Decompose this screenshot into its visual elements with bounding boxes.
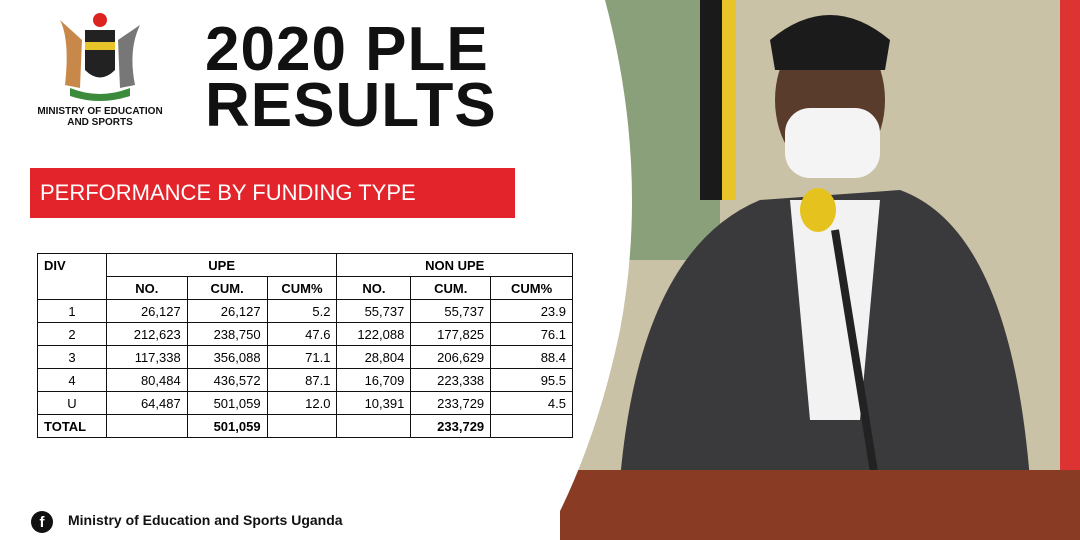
cell: 12.0 [266, 391, 338, 415]
cell: 76.1 [490, 322, 573, 346]
footer: Ministry of Education and Sports Uganda [68, 512, 343, 528]
facebook-glyph: f [40, 514, 46, 531]
cell: 212,623 [105, 322, 188, 346]
group-header-row: DIV UPE NON UPE [37, 253, 573, 300]
flag-stripe [722, 0, 736, 200]
sub-header-row: NO. CUM. CUM% NO. CUM. CUM% [38, 276, 573, 300]
title-line: RESULTS [205, 71, 497, 140]
header-cell: NO. [105, 276, 188, 300]
cell: 356,088 [186, 345, 268, 369]
header-cell: CUM. [186, 276, 268, 300]
flag-stripe [1060, 0, 1080, 480]
cell: 26,127 [105, 299, 188, 323]
cell: 26,127 [186, 299, 268, 323]
cell: 177,825 [410, 322, 492, 346]
cell: 117,338 [105, 345, 188, 369]
cell: 80,484 [105, 368, 188, 392]
cell: 5.2 [266, 299, 338, 323]
data-row: 1 26,127 26,127 5.2 55,737 55,737 23.9 [37, 299, 573, 323]
cell: 95.5 [490, 368, 573, 392]
cell: 223,338 [410, 368, 492, 392]
cell: 233,729 [410, 391, 492, 415]
header-cell: NO. [336, 276, 412, 300]
header-cell: CUM. [410, 276, 492, 300]
mask [785, 108, 880, 178]
cell: 64,487 [105, 391, 188, 415]
flag-stripe [700, 0, 722, 200]
title-line: 2020 PLE [205, 15, 489, 84]
coat-of-arms [60, 13, 140, 101]
cell: 2 [37, 322, 107, 346]
header-cell: CUM% [490, 276, 573, 300]
cell: 1 [37, 299, 107, 323]
cell [336, 414, 412, 438]
podium [560, 470, 1080, 540]
cell: 28,804 [336, 345, 412, 369]
data-row: U 64,487 501,059 12.0 10,391 233,729 4.5 [37, 391, 573, 415]
cell: TOTAL [37, 414, 107, 438]
cell: 55,737 [336, 299, 412, 323]
cell: 23.9 [490, 299, 573, 323]
cell [266, 414, 338, 438]
cell: 4.5 [490, 391, 573, 415]
header-cell: UPE [105, 253, 338, 277]
ministry-line: AND SPORTS [67, 117, 133, 128]
data-row: 4 80,484 436,572 87.1 16,709 223,338 95.5 [37, 368, 573, 392]
ministry-line: MINISTRY OF EDUCATION [37, 106, 163, 117]
cell: 233,729 [410, 414, 492, 438]
cell: 55,737 [410, 299, 492, 323]
cell [490, 414, 573, 438]
data-row: 2 212,623 238,750 47.6 122,088 177,825 76.1 [37, 322, 573, 346]
cell: 87.1 [266, 368, 338, 392]
facebook-icon [31, 511, 53, 533]
microphone [800, 188, 836, 232]
data-row: 3 117,338 356,088 71.1 28,804 206,629 88.4 [37, 345, 573, 369]
cell: 16,709 [336, 368, 412, 392]
title: 2020 PLE RESULTS [205, 15, 497, 140]
cell: 4 [37, 368, 107, 392]
cell: 47.6 [266, 322, 338, 346]
cell: 436,572 [186, 368, 268, 392]
cell: 122,088 [336, 322, 412, 346]
hair [770, 15, 890, 70]
results-table: DIV UPE NON UPE NO. CUM. CUM% NO. CUM. CUM% 1… [37, 253, 573, 438]
header-cell: CUM% [266, 276, 338, 300]
cell: 88.4 [490, 345, 573, 369]
ministry-name: MINISTRY OF EDUCATION AND SPORTS [25, 106, 175, 128]
header-cell: DIV [37, 253, 107, 300]
cell: 206,629 [410, 345, 492, 369]
cell: U [37, 391, 107, 415]
total-row: TOTAL 501,059 233,729 [37, 414, 573, 438]
table-body: DIV UPE NON UPE NO. CUM. CUM% NO. CUM. CUM% 1… [37, 253, 573, 438]
cell: 71.1 [266, 345, 338, 369]
cell [105, 414, 188, 438]
cell: 10,391 [336, 391, 412, 415]
cell: 3 [37, 345, 107, 369]
header-cell: NON UPE [336, 253, 573, 277]
banner: PERFORMANCE BY FUNDING TYPE [30, 168, 515, 218]
cell: 238,750 [186, 322, 268, 346]
cell: 501,059 [186, 414, 268, 438]
cell: 501,059 [186, 391, 268, 415]
